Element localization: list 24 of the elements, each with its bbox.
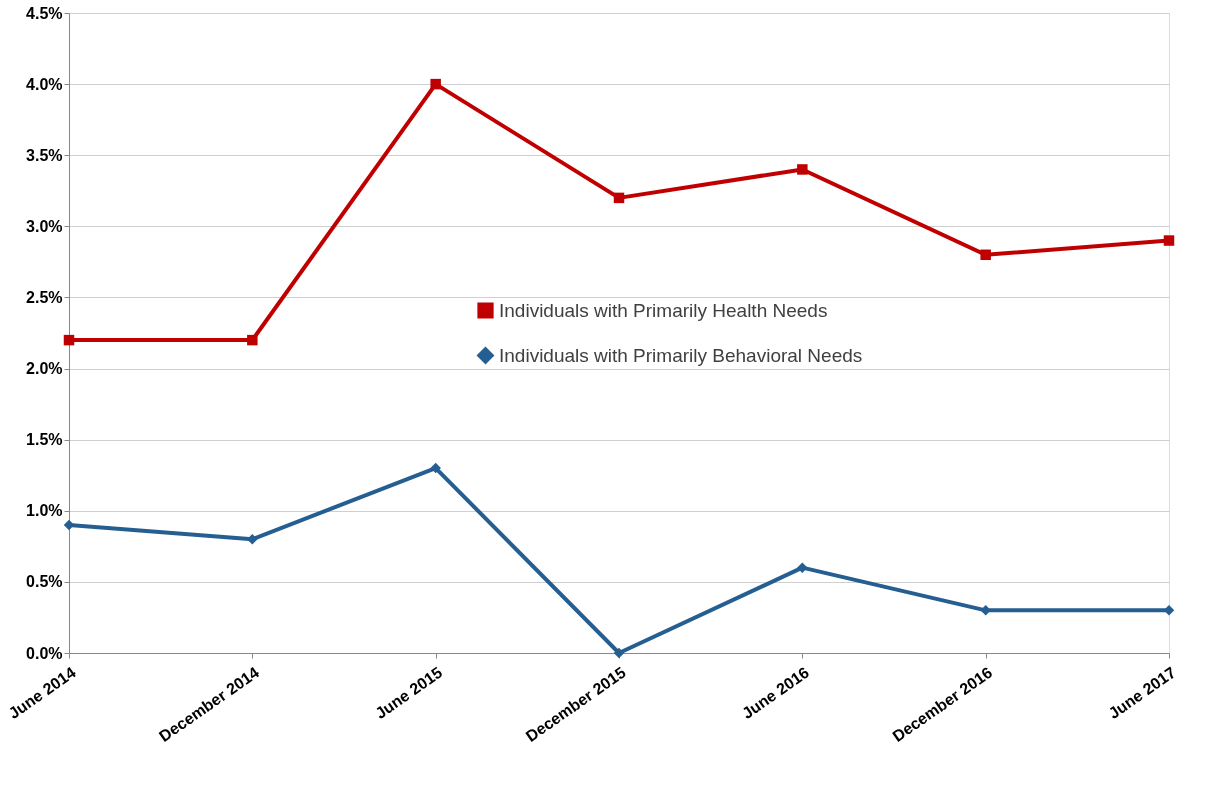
y-tick-label: 4.0%: [26, 75, 63, 93]
point: [63, 334, 75, 346]
point: [797, 164, 808, 175]
point: [247, 533, 258, 545]
point: [247, 334, 258, 346]
point: [613, 192, 625, 204]
point: [1163, 235, 1175, 246]
y-tick-label: 0.0%: [26, 644, 63, 662]
point: [613, 647, 625, 659]
point: [430, 78, 441, 90]
point: [980, 605, 991, 616]
y-tick-label: 2.0%: [26, 360, 63, 378]
legend-label: Individuals with Primarily Behavioral Needs: [499, 344, 863, 366]
point: [797, 562, 808, 573]
y-tick-label: 0.5%: [26, 573, 63, 591]
y-tick-label: 1.0%: [26, 502, 63, 520]
point: [980, 249, 991, 261]
y-tick-label: 2.5%: [26, 288, 63, 306]
point: [430, 462, 441, 474]
y-tick-label: 3.5%: [26, 146, 63, 164]
y-tick-label: 4.5%: [26, 4, 63, 22]
y-tick-label: 1.5%: [26, 431, 63, 449]
legend-label: Individuals with Primarily Health Needs: [499, 299, 828, 321]
y-tick-label: 3.0%: [26, 217, 63, 235]
